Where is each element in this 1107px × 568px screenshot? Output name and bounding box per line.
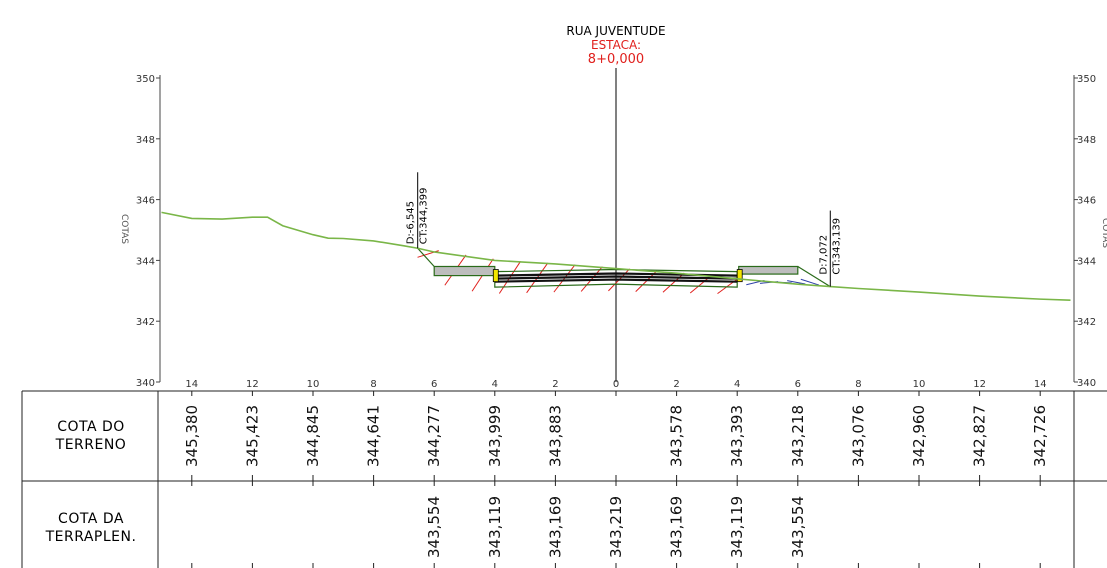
elevation-label-right: 346: [1077, 196, 1096, 207]
offset-label: 2: [552, 379, 558, 390]
row-label-earthwork: COTA DA TERRAPLEN.: [28, 510, 154, 546]
left-sidewalk: [433, 265, 496, 277]
terrain-elevation-value: 342,827: [971, 405, 989, 467]
row-label-earthwork-line2: TERRAPLEN.: [45, 529, 137, 545]
elevation-label-left: 340: [136, 378, 155, 389]
terrain-profile: [161, 211, 1071, 302]
elevation-label-right: 348: [1077, 135, 1096, 146]
terrain-elevation-value: 344,641: [365, 405, 383, 467]
offset-label: 14: [185, 379, 198, 390]
left-curb: [492, 269, 499, 283]
elevation-label-left: 344: [136, 256, 155, 267]
elevation-label-left: 346: [136, 196, 155, 207]
earthwork-elevation-value: 343,219: [607, 496, 625, 558]
elevation-label-right: 344: [1077, 256, 1096, 267]
elevation-label-left: 348: [136, 135, 155, 146]
right-curb: [736, 269, 743, 283]
terrain-elevation-value: 345,380: [183, 405, 201, 467]
right-slope-line: [797, 265, 831, 288]
offset-label: 0: [613, 379, 619, 390]
fill-hatch-line: [800, 278, 820, 286]
right-sidewalk: [738, 265, 799, 275]
plot-axes: 350 350 348 348 346 346 344 344 342 342 340 340 COTA…: [119, 68, 1107, 390]
terrain-elevation-value: 342,726: [1031, 405, 1049, 467]
offset-label: 12: [246, 379, 259, 390]
station-value: 8+0,000: [587, 52, 645, 67]
terrain-elevation-value: 343,578: [668, 405, 686, 467]
axis-label-right: COTAS: [1100, 218, 1107, 248]
earthwork-elevation-value: 343,554: [789, 496, 807, 558]
earthwork-elevation-value: 343,169: [668, 496, 686, 558]
left-annotation-ct: CT:344,399: [419, 188, 430, 245]
earthwork-elevation-value: 343,169: [546, 496, 564, 558]
left-slope-line: [417, 247, 435, 267]
offset-label: 10: [913, 379, 926, 390]
offset-label: 6: [795, 379, 801, 390]
earthwork-elevation-value: 343,119: [486, 496, 504, 558]
fill-hatch-line: [787, 280, 806, 285]
elevation-label-right: 340: [1077, 378, 1096, 389]
data-table: [21, 390, 1107, 568]
elevation-label-left: 350: [136, 74, 155, 85]
offset-label: 10: [307, 379, 320, 390]
terrain-elevation-value: 343,999: [486, 405, 504, 467]
pavement-outline: [494, 268, 738, 288]
terrain-elevation-value: 344,845: [304, 405, 322, 467]
offset-label: 8: [855, 379, 861, 390]
offset-label: 4: [734, 379, 740, 390]
terrain-elevation-value: 343,393: [728, 405, 746, 467]
left-annotation-d: D:-6,545: [406, 201, 417, 244]
elevation-label-right: 350: [1077, 74, 1096, 85]
offset-label: 14: [1034, 379, 1047, 390]
station-label: ESTACA:: [590, 38, 641, 52]
terrain-elevation-value: 343,218: [789, 405, 807, 467]
elevation-label-right: 342: [1077, 317, 1096, 328]
earthwork-elevation-value: 343,554: [425, 496, 443, 558]
row-label-earthwork-line1: COTA DA: [58, 511, 124, 527]
terrain-elevation-value: 344,277: [425, 405, 443, 467]
row-label-terrain-line1: COTA DO: [57, 419, 125, 435]
offset-label: 8: [370, 379, 376, 390]
row-label-terrain-line2: TERRENO: [55, 437, 127, 453]
offset-label: 4: [492, 379, 498, 390]
street-name: RUA JUVENTUDE: [566, 24, 666, 38]
pavement-layer: [494, 275, 738, 280]
terrain-elevation-value: 343,076: [849, 405, 867, 467]
terrain-line: [161, 211, 1071, 302]
terrain-elevation-value: 345,423: [243, 405, 261, 467]
cut-hatch-line: [662, 272, 685, 293]
pavement-layer: [494, 278, 738, 283]
road-section: [417, 247, 831, 288]
right-annotation-d: D:7,072: [818, 235, 829, 275]
axis-label-left: COTAS: [119, 214, 129, 244]
offset-label: 6: [431, 379, 437, 390]
row-label-terrain: COTA DO TERRENO: [28, 418, 154, 454]
table-values: 345,380 345,423 344,845 344,641 344,277 343,5…: [183, 391, 1049, 568]
terrain-elevation-value: 342,960: [910, 405, 928, 467]
terrain-elevation-value: 343,883: [546, 405, 564, 467]
earthwork-elevation-value: 343,119: [728, 496, 746, 558]
annotations: D:-6,545 CT:344,399 D:7,072 CT:343,139: [406, 172, 842, 287]
offset-label: 12: [973, 379, 986, 390]
right-annotation-ct: CT:343,139: [831, 218, 842, 275]
elevation-label-left: 342: [136, 317, 155, 328]
offset-label: 2: [673, 379, 679, 390]
